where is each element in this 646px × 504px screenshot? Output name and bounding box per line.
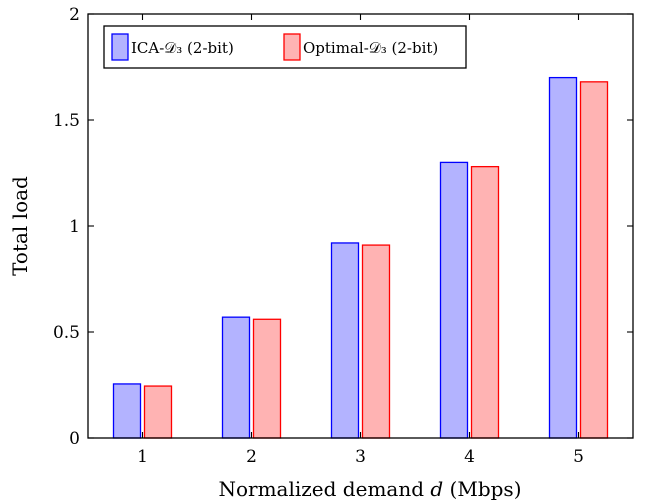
y-tick-label: 1.5: [53, 111, 80, 131]
bar-series2-5: [579, 81, 609, 439]
plot-frame: [87, 13, 634, 439]
bar-series1-5: [548, 76, 578, 439]
bars-group: [112, 76, 609, 439]
bar-series2-3: [361, 244, 391, 439]
x-axis-label: Normalized demand d (Mbps): [218, 477, 521, 501]
bar-series1-3: [330, 242, 360, 439]
legend: ICA-𝒟₃ (2-bit) Optimal-𝒟₃ (2-bit): [103, 25, 467, 69]
bar-series2-1: [143, 385, 173, 439]
y-axis-label: Total load: [8, 176, 32, 276]
bar-series1-2: [221, 316, 251, 439]
tick-labels-group: 0 0.5 1 1.5 2 1 2 3 4 5: [53, 5, 584, 467]
bar-series1-1: [112, 383, 142, 439]
ticks-group: [88, 13, 633, 439]
x-tick-label: 3: [355, 447, 366, 467]
y-tick-label: 0: [69, 429, 80, 449]
y-tick-label: 0.5: [53, 323, 80, 343]
bar-series2-4: [470, 165, 500, 439]
x-tick-label: 4: [464, 447, 475, 467]
legend-swatch-1: [111, 33, 129, 61]
x-tick-label: 2: [246, 447, 257, 467]
x-tick-label: 5: [573, 447, 584, 467]
y-tick-label: 2: [69, 5, 80, 25]
bar-series1-4: [439, 161, 469, 439]
bar-series2-2: [252, 318, 282, 439]
legend-label-2: Optimal-𝒟₃ (2-bit): [303, 39, 438, 57]
x-tick-label: 1: [137, 447, 148, 467]
y-tick-label: 1: [69, 217, 80, 237]
legend-swatch-2: [283, 33, 301, 61]
legend-label-1: ICA-𝒟₃ (2-bit): [131, 39, 234, 57]
